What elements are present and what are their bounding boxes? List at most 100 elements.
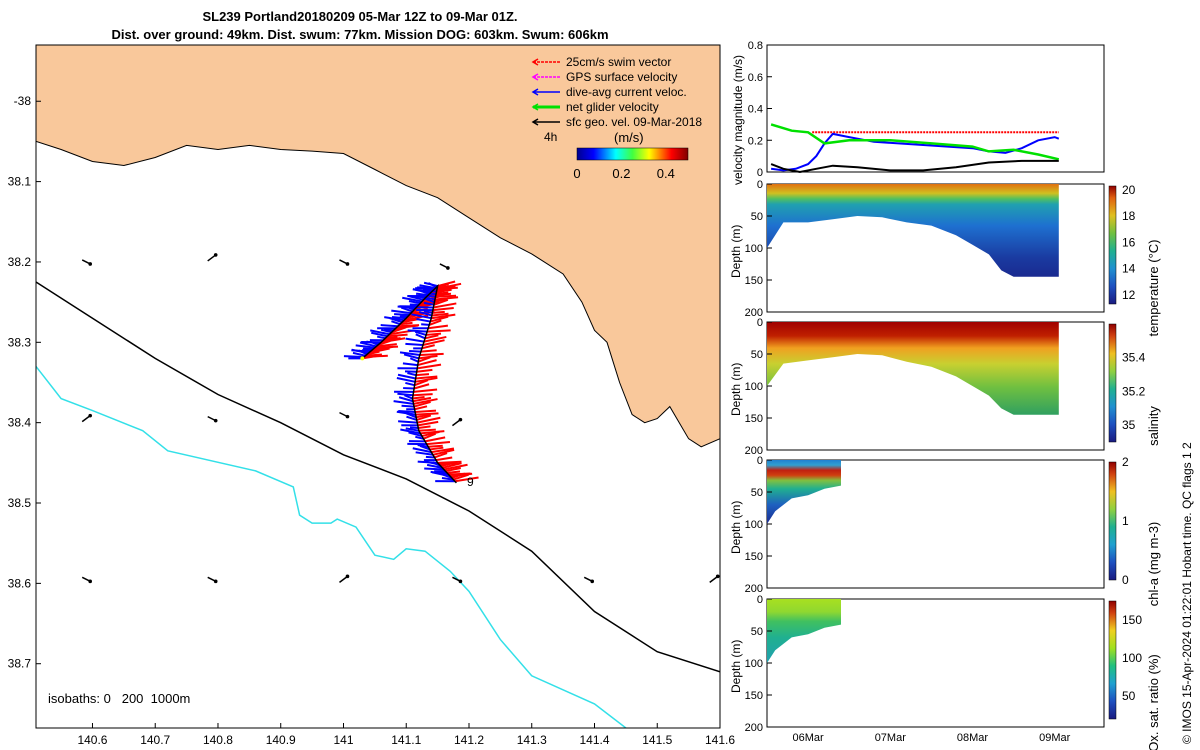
depth-tick-label: 50	[751, 626, 763, 638]
dive-avg-vector	[423, 310, 433, 314]
swim-vector	[418, 425, 431, 430]
depth-tick-label: 100	[745, 243, 763, 255]
map-x-tick-label: 141.5	[642, 733, 672, 747]
time-tick-label: 06Mar	[793, 732, 825, 744]
chla_section-colorbar	[1108, 461, 1117, 581]
dive-avg-vector	[403, 353, 420, 360]
depth-tick-label: 100	[745, 381, 763, 393]
dive-avg-vector	[405, 337, 425, 343]
velocity-y-tick-label: 0.4	[748, 104, 763, 116]
velocity-series-group	[770, 123, 1060, 174]
swim-vector	[430, 315, 449, 323]
oxygen_section-colorbar-tick-label: 50	[1122, 689, 1136, 703]
dive-avg-vector	[376, 335, 386, 340]
legend-label: 25cm/s swim vector	[566, 55, 671, 69]
dive-avg-vector	[416, 318, 431, 323]
swim-vector	[387, 333, 408, 338]
depth-tick-label: 50	[751, 211, 763, 223]
map-y-tick-label: 38.1	[8, 175, 32, 189]
swim-vector	[431, 447, 455, 454]
salinity_section-colorbar-tick-label: 35.2	[1122, 384, 1146, 398]
chla_section-colorbar-tick-label: 2	[1122, 455, 1129, 469]
dive-avg-vector	[396, 410, 416, 416]
salinity_section-colorbar	[1108, 323, 1117, 443]
velocity-series-line	[770, 123, 1060, 161]
swim-vector	[434, 452, 448, 459]
surface-vector-head	[213, 418, 218, 423]
dive-avg-vector	[441, 476, 454, 481]
dive-avg-current-vectors-group	[343, 281, 455, 483]
dive-avg-vector	[351, 349, 371, 353]
dive-avg-vector	[415, 333, 426, 340]
swim-vector	[419, 352, 444, 357]
swim-vector	[442, 462, 462, 469]
surface-vector-head	[590, 579, 595, 584]
isobath-1000m-line	[36, 365, 627, 728]
surface-vector-head	[458, 579, 463, 584]
legend-label: GPS surface velocity	[566, 70, 677, 84]
legend-arrowhead	[531, 118, 539, 126]
isobath-200m-line	[36, 281, 720, 673]
dive-avg-vector	[371, 331, 388, 338]
swim-vector	[435, 294, 457, 298]
dive-avg-vector	[409, 357, 419, 363]
swim-vector	[428, 319, 442, 326]
swim-vector	[383, 337, 401, 342]
time-x-axis: 06Mar 07Mar 08Mar 09Mar	[793, 732, 1071, 744]
dive-avg-vector	[418, 311, 433, 317]
salinity_section-colorbar-tick-label: 35.4	[1122, 351, 1146, 365]
velocity-y-tick-label: 0	[757, 167, 763, 179]
swim-vector	[413, 388, 438, 393]
swim-vector	[417, 416, 441, 424]
swim-vector	[424, 436, 446, 443]
map-x-tick-label: 140.7	[140, 733, 170, 747]
swim-vector	[413, 383, 430, 390]
swim-vector	[440, 462, 454, 468]
swim-vector	[413, 398, 438, 405]
dive-avg-vector	[419, 444, 431, 451]
legend-label: net glider velocity	[566, 100, 659, 114]
dive-avg-vector	[397, 373, 416, 380]
depth-tick-label: 200	[745, 445, 763, 457]
time-tick-label: 09Mar	[1039, 732, 1071, 744]
time-tick-label: 08Mar	[957, 732, 989, 744]
temperature_section-colorbar-tick-label: 14	[1122, 262, 1136, 276]
swim-vector	[412, 396, 425, 400]
surface-vector-head	[213, 579, 218, 584]
depth-tick-label: 50	[751, 349, 763, 361]
colorbar-tick-label: 0	[573, 166, 580, 181]
figure-subtitle: Dist. over ground: 49km. Dist. swum: 77k…	[111, 27, 609, 42]
swim-vector	[412, 396, 432, 403]
surface-vector-head	[446, 266, 450, 270]
dive-avg-vector	[355, 344, 375, 349]
swim-vector	[421, 430, 440, 438]
dive-avg-vector	[400, 306, 413, 313]
legend-arrowhead	[531, 73, 539, 81]
dive-avg-vector	[415, 451, 434, 456]
temperature_section-colorbar-tick-label: 20	[1122, 183, 1136, 197]
velocity-panel: 0 0.2 0.4 0.6 0.8 velocity magnitude (m/s)	[731, 40, 1105, 185]
dive-avg-vector	[380, 324, 398, 328]
swim-vector	[428, 324, 449, 330]
salinity_section-colorbar-tick-label: 35	[1122, 418, 1136, 432]
legend-arrowhead	[531, 88, 539, 96]
dive-avg-vector	[383, 328, 394, 332]
swim-vector	[432, 310, 445, 314]
chla_section-field	[767, 460, 841, 524]
dive-avg-vector	[406, 415, 418, 421]
depth-tick-label: 50	[751, 487, 763, 499]
dive-avg-vector	[393, 400, 414, 405]
map-y-tick-label: 38.5	[8, 496, 32, 510]
dive-avg-vector	[424, 467, 444, 471]
swim-vector	[414, 405, 428, 411]
map-x-tick-label: 141.1	[391, 733, 421, 747]
map-x-tick-label: 141.6	[705, 733, 735, 747]
surface-vector-head	[345, 574, 350, 579]
swim-vector	[445, 467, 461, 473]
map-x-axis: 140.6 140.7 140.8 140.9 141 141.1 141.2 141.3 14…	[77, 723, 735, 747]
map-y-axis: -38 38.1 38.2 38.3 38.4 38.5 38.6 38.7	[8, 94, 41, 671]
legend-interval-label: 4h	[544, 130, 557, 144]
chla_section-y-label: Depth (m)	[729, 501, 743, 554]
map-x-tick-label: 141	[333, 733, 353, 747]
